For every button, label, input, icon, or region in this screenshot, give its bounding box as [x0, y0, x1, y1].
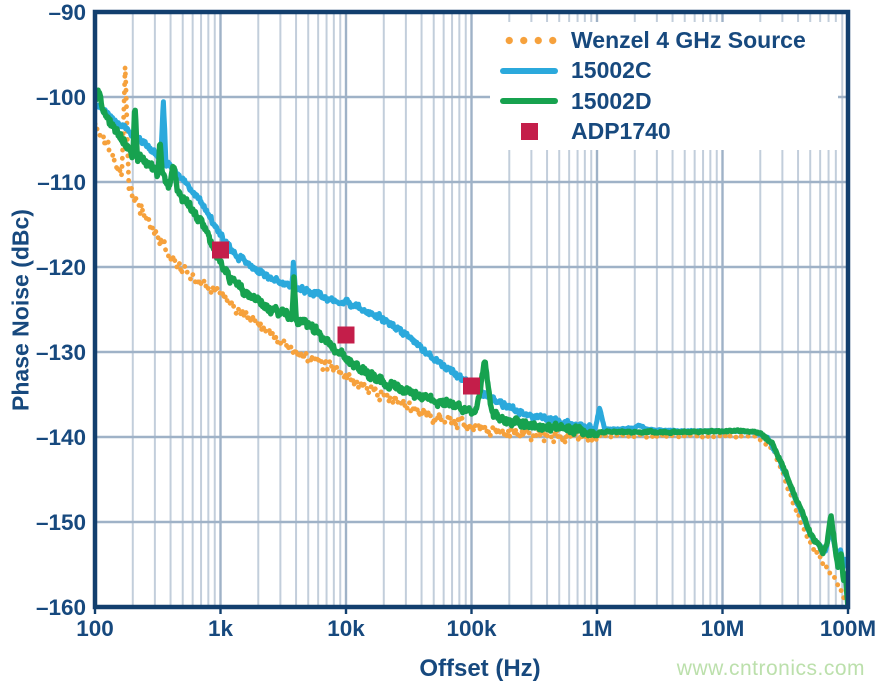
legend-label: ADP1740 — [571, 118, 671, 145]
solid-line-swatch-icon — [500, 67, 558, 74]
svg-text:–120: –120 — [36, 255, 86, 280]
legend-item-wenzel: Wenzel 4 GHz Source — [500, 26, 838, 54]
svg-text:100M: 100M — [820, 616, 876, 641]
svg-text:–160: –160 — [36, 595, 86, 620]
dotted-line-swatch-icon — [500, 35, 558, 45]
solid-line-swatch-icon — [500, 98, 558, 105]
svg-text:100: 100 — [76, 616, 114, 641]
svg-text:1M: 1M — [581, 616, 612, 641]
x-axis-title: Offset (Hz) — [419, 655, 541, 682]
legend-item-15002c: 15002C — [500, 57, 838, 85]
legend-item-adp1740: ADP1740 — [500, 118, 838, 146]
square-marker-swatch-icon — [500, 123, 558, 141]
legend-label: 15002D — [571, 87, 652, 114]
watermark-text: www.cntronics.com — [676, 657, 865, 680]
svg-text:100k: 100k — [446, 616, 497, 641]
svg-text:–130: –130 — [36, 340, 86, 365]
y-axis-title: Phase Noise (dBc) — [7, 209, 34, 411]
legend-label: Wenzel 4 GHz Source — [571, 26, 806, 53]
legend-label: 15002C — [571, 57, 652, 84]
legend: Wenzel 4 GHz Source 15002C 15002D ADP174… — [490, 22, 838, 150]
svg-text:10k: 10k — [327, 616, 365, 641]
svg-text:–150: –150 — [36, 510, 86, 535]
svg-text:–110: –110 — [37, 170, 86, 195]
legend-item-15002d: 15002D — [500, 87, 838, 115]
svg-text:1k: 1k — [208, 616, 234, 641]
svg-text:10M: 10M — [701, 616, 745, 641]
svg-text:–140: –140 — [36, 425, 86, 450]
svg-text:–100: –100 — [36, 85, 86, 110]
svg-text:–90: –90 — [48, 0, 86, 25]
